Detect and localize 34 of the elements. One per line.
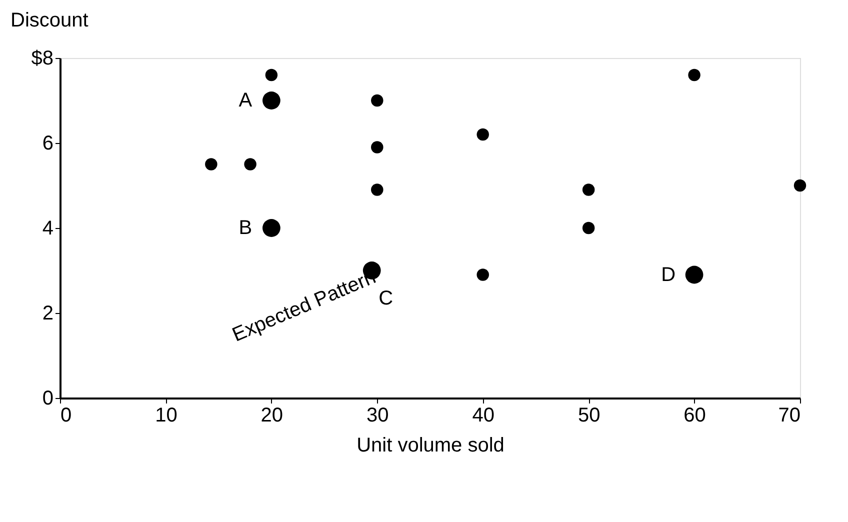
point	[262, 92, 280, 110]
point	[476, 128, 489, 141]
x-tick-label: 10	[155, 404, 178, 426]
y-tick-label: 2	[42, 302, 54, 324]
x-axis-title: Unit volume sold	[356, 434, 504, 456]
annotation: A	[238, 90, 253, 112]
point	[205, 158, 218, 170]
point	[244, 158, 256, 170]
point	[262, 219, 280, 237]
point	[582, 184, 595, 196]
point	[371, 141, 384, 154]
y-tick-label: 6	[42, 132, 54, 154]
point	[371, 184, 384, 196]
y-tick-label: 4	[42, 218, 54, 240]
point	[794, 179, 806, 192]
annotation: D	[661, 264, 676, 286]
annotation: B	[238, 217, 252, 239]
point	[371, 94, 384, 107]
y-axis-title: Discount	[10, 10, 89, 32]
point	[265, 68, 278, 82]
x-tick-label: 40	[472, 404, 494, 426]
y-tick-label: 0	[42, 388, 54, 410]
point	[476, 268, 489, 281]
x-tick-label: 60	[684, 404, 706, 426]
y-tick-label: $8	[31, 48, 54, 70]
x-tick-label: 50	[578, 404, 600, 426]
x-tick-label: 70	[778, 404, 800, 426]
x-tick-label: 30	[366, 404, 389, 426]
point	[688, 68, 700, 82]
annotation: C	[378, 288, 394, 310]
point	[685, 266, 704, 284]
x-tick-label: 0	[60, 404, 72, 426]
x-tick-label: 20	[260, 404, 284, 426]
point	[582, 222, 595, 234]
